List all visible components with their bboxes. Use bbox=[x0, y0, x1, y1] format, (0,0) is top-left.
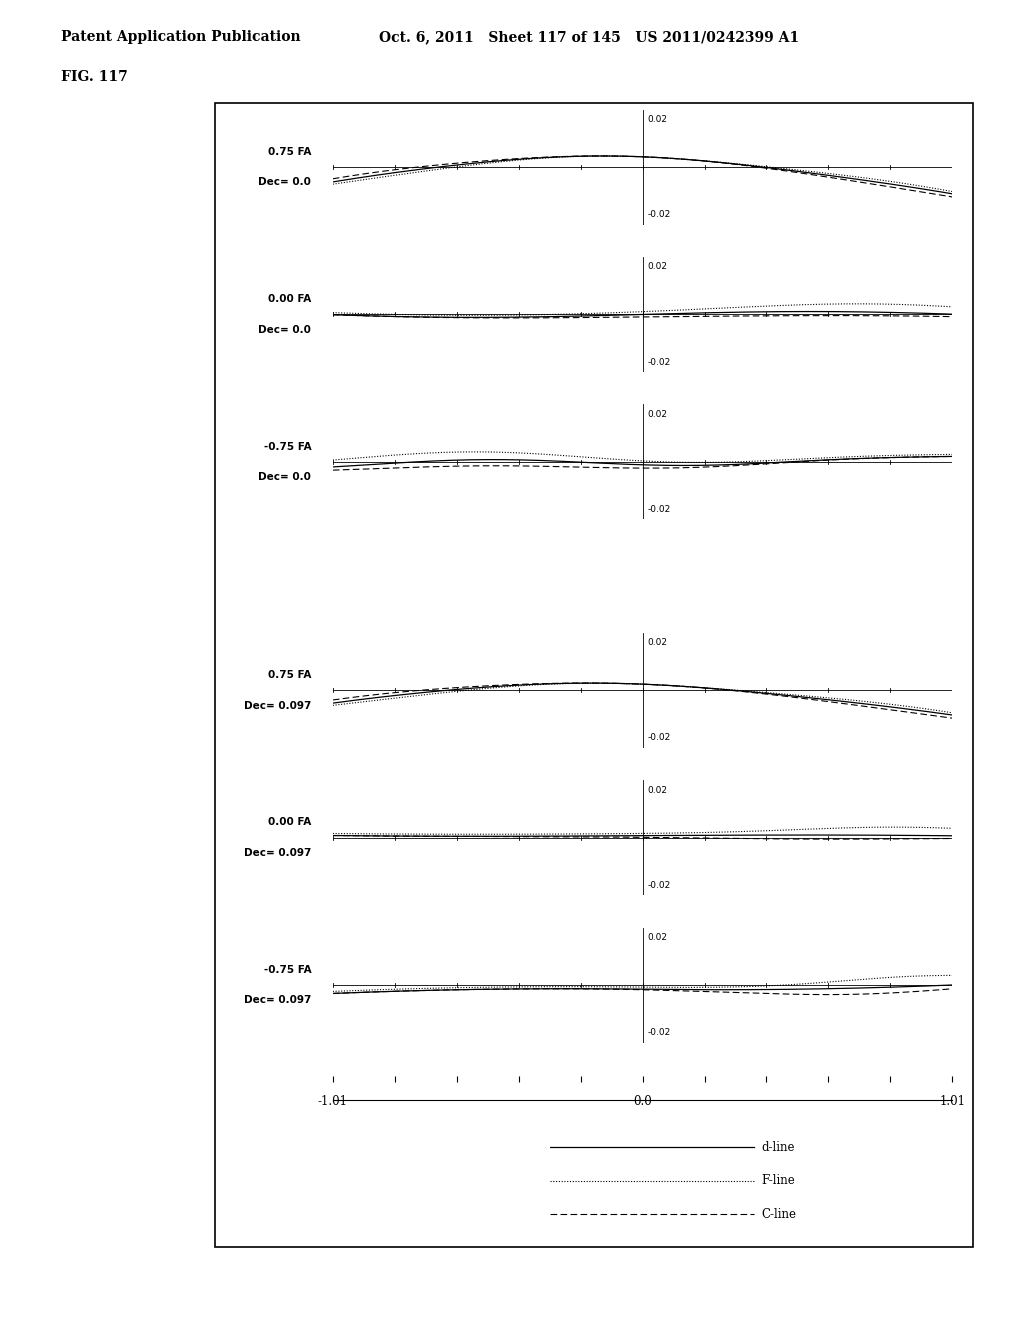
Text: -0.02: -0.02 bbox=[647, 358, 671, 367]
Text: Dec= 0.0: Dec= 0.0 bbox=[258, 473, 311, 482]
Text: 0.02: 0.02 bbox=[647, 933, 668, 942]
Text: Oct. 6, 2011   Sheet 117 of 145   US 2011/0242399 A1: Oct. 6, 2011 Sheet 117 of 145 US 2011/02… bbox=[379, 30, 799, 45]
Text: Dec= 0.097: Dec= 0.097 bbox=[244, 995, 311, 1006]
Text: -1.01: -1.01 bbox=[317, 1094, 348, 1107]
Text: -0.75 FA: -0.75 FA bbox=[264, 965, 311, 975]
Text: 0.02: 0.02 bbox=[647, 785, 668, 795]
Text: 0.00 FA: 0.00 FA bbox=[268, 294, 311, 304]
Text: F-line: F-line bbox=[761, 1175, 795, 1187]
Text: -0.02: -0.02 bbox=[647, 210, 671, 219]
Text: d-line: d-line bbox=[761, 1140, 795, 1154]
Text: -0.02: -0.02 bbox=[647, 1028, 671, 1038]
Text: Dec= 0.097: Dec= 0.097 bbox=[244, 847, 311, 858]
Text: Dec= 0.0: Dec= 0.0 bbox=[258, 325, 311, 335]
Text: -0.02: -0.02 bbox=[647, 506, 671, 513]
Text: C-line: C-line bbox=[761, 1208, 796, 1221]
Text: 0.02: 0.02 bbox=[647, 409, 668, 418]
Text: 0.00 FA: 0.00 FA bbox=[268, 817, 311, 828]
Text: 0.02: 0.02 bbox=[647, 263, 668, 272]
Text: 0.0: 0.0 bbox=[633, 1094, 652, 1107]
Text: -0.02: -0.02 bbox=[647, 734, 671, 742]
Text: -0.75 FA: -0.75 FA bbox=[264, 442, 311, 451]
Text: 1.01: 1.01 bbox=[939, 1094, 966, 1107]
Text: 0.75 FA: 0.75 FA bbox=[268, 671, 311, 680]
Text: 0.75 FA: 0.75 FA bbox=[268, 147, 311, 157]
Text: Patent Application Publication: Patent Application Publication bbox=[61, 30, 301, 45]
Text: FIG. 117: FIG. 117 bbox=[61, 70, 128, 84]
Text: Dec= 0.097: Dec= 0.097 bbox=[244, 701, 311, 710]
Text: 0.02: 0.02 bbox=[647, 638, 668, 647]
Text: Dec= 0.0: Dec= 0.0 bbox=[258, 177, 311, 187]
Text: 0.02: 0.02 bbox=[647, 115, 668, 124]
Text: -0.02: -0.02 bbox=[647, 880, 671, 890]
